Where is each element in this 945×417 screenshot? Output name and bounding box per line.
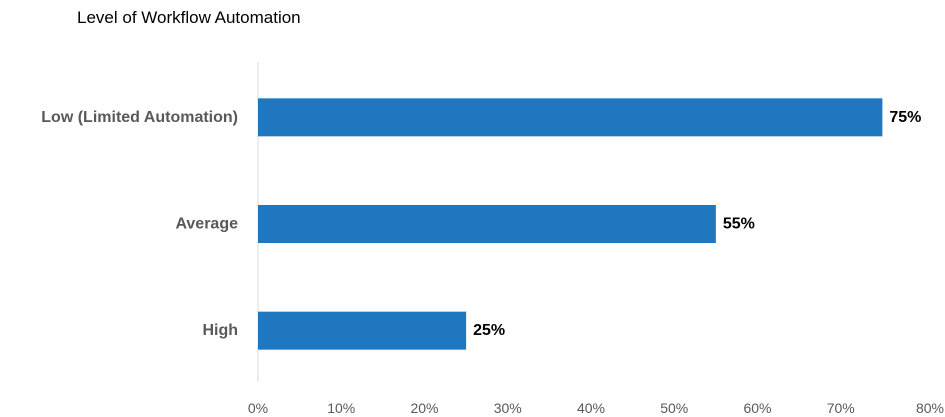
value-label: 55% xyxy=(723,216,755,233)
category-label: High xyxy=(202,322,238,339)
bar-3 xyxy=(258,311,467,350)
x-tick-label: 70% xyxy=(827,400,855,416)
x-tick-label: 20% xyxy=(410,400,438,416)
x-tick-label: 10% xyxy=(327,400,355,416)
x-tick-label: 80% xyxy=(916,400,944,416)
category-label: Average xyxy=(175,216,238,233)
x-tick-label: 50% xyxy=(660,400,688,416)
x-tick-label: 30% xyxy=(494,400,522,416)
value-label: 75% xyxy=(889,109,921,126)
bar-1 xyxy=(258,98,883,137)
value-label: 25% xyxy=(473,322,505,339)
x-tick-label: 60% xyxy=(743,400,771,416)
bar-2 xyxy=(258,205,716,243)
x-tick-label: 0% xyxy=(248,400,268,416)
x-tick-label: 40% xyxy=(577,400,605,416)
chart-title: Level of Workflow Automation xyxy=(77,8,301,27)
category-label: Low (Limited Automation) xyxy=(41,109,238,126)
